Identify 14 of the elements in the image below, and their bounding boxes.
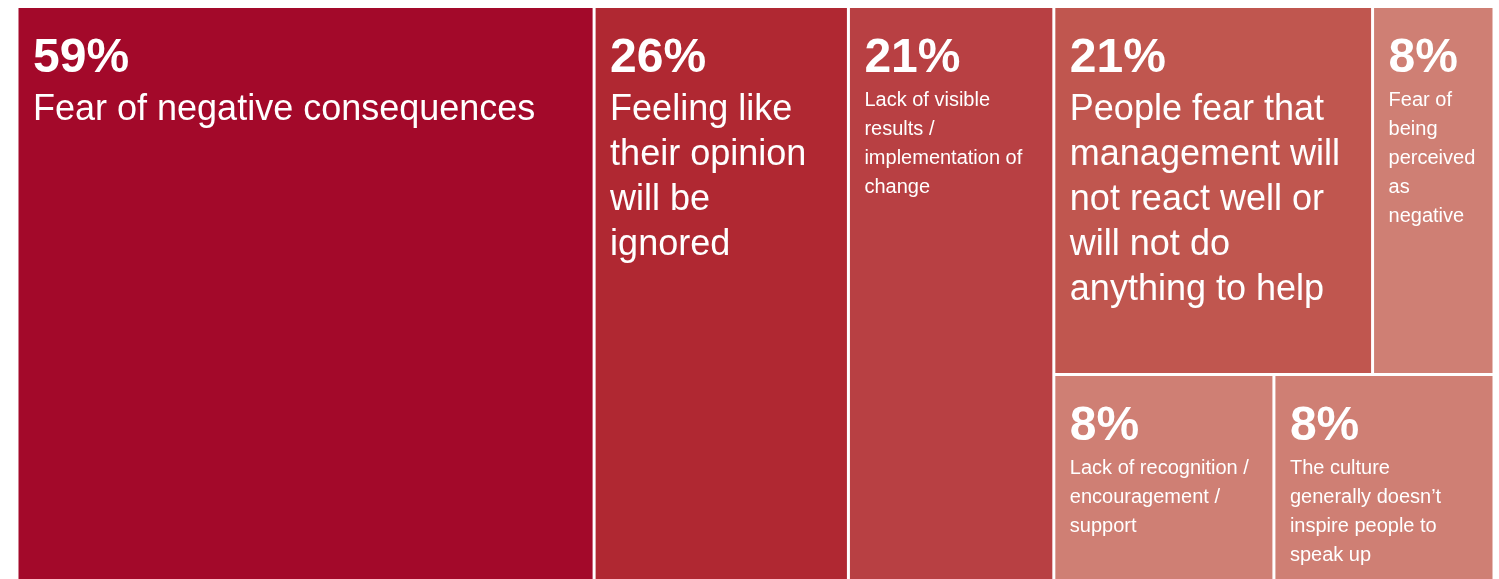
- data-label: 8%: [1388, 29, 1458, 82]
- category-label: Fear of being perceived as negative: [1388, 88, 1476, 226]
- data-label: 21%: [1069, 29, 1166, 82]
- data-label: 8%: [1289, 396, 1360, 450]
- category-label: Lack of visible results / implementation of change: [864, 88, 1023, 197]
- data-label: 26%: [610, 29, 707, 82]
- data-label: 59%: [33, 29, 130, 82]
- data-label: 21%: [864, 29, 961, 82]
- category-label: Feeling like their opinion will be ignored: [609, 87, 807, 263]
- category-label: The culture generally doesn’t inspire people to speak up: [1289, 455, 1442, 565]
- category-label: Lack of recognition / encouragement / support: [1069, 455, 1250, 536]
- category-label: People fear that management will not react well or will not do anything to help: [1068, 87, 1340, 308]
- data-label: 8%: [1069, 396, 1140, 450]
- category-label: Fear of negative consequences: [33, 87, 536, 128]
